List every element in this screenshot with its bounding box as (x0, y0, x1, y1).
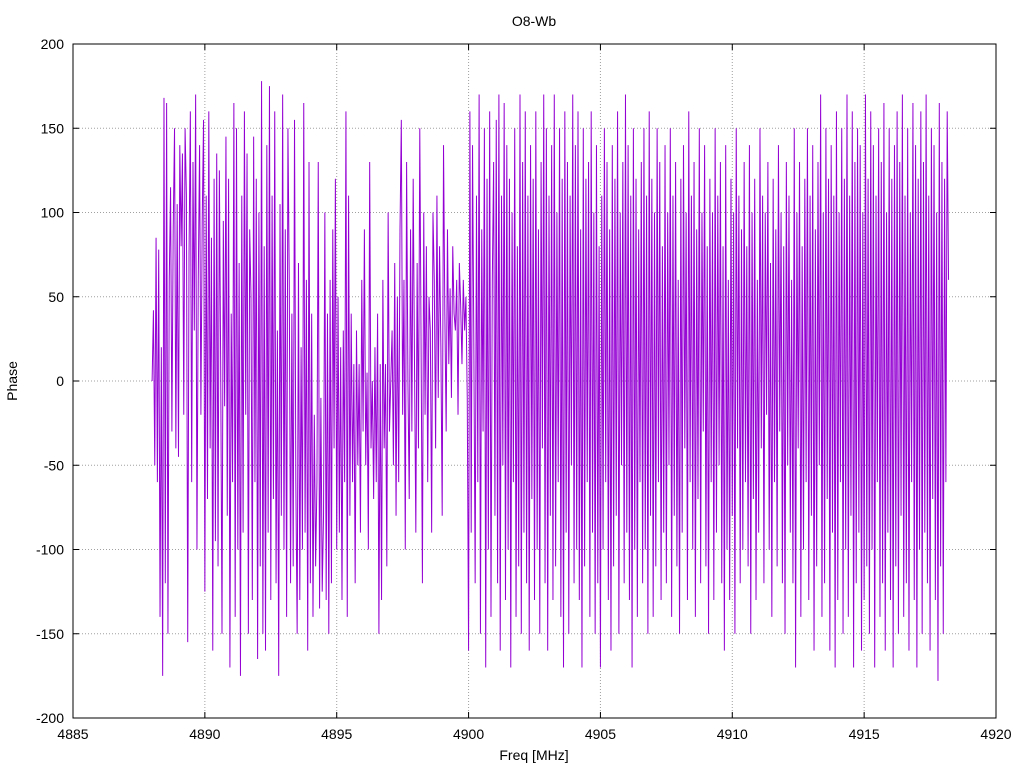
x-tick-label: 4910 (717, 726, 748, 742)
y-tick-label: 0 (56, 373, 64, 389)
y-tick-label: -150 (36, 626, 64, 642)
x-tick-label: 4895 (321, 726, 352, 742)
x-tick-label: 4915 (849, 726, 880, 742)
x-tick-label: 4905 (585, 726, 616, 742)
axis-ticks: 4885 4890 4895 4900 4905 4910 4915 4920 200 150 10… (36, 36, 1012, 742)
chart-title: O8-Wb (512, 13, 557, 29)
y-axis-label: Phase (4, 361, 20, 401)
series-group (151, 81, 950, 681)
phase-series-line (151, 81, 950, 681)
x-tick-label: 4890 (189, 726, 220, 742)
x-axis-label: Freq [MHz] (499, 747, 568, 763)
x-tick-label: 4885 (57, 726, 88, 742)
y-tick-label: 150 (41, 120, 65, 136)
y-tick-label: -50 (44, 457, 64, 473)
x-tick-label: 4900 (453, 726, 484, 742)
x-tick-label: 4920 (980, 726, 1011, 742)
y-tick-label: 100 (41, 205, 65, 221)
y-tick-label: -200 (36, 710, 64, 726)
y-tick-label: 200 (41, 36, 65, 52)
y-tick-label: 50 (48, 289, 64, 305)
y-tick-label: -100 (36, 542, 64, 558)
plot-frame (72, 43, 997, 719)
